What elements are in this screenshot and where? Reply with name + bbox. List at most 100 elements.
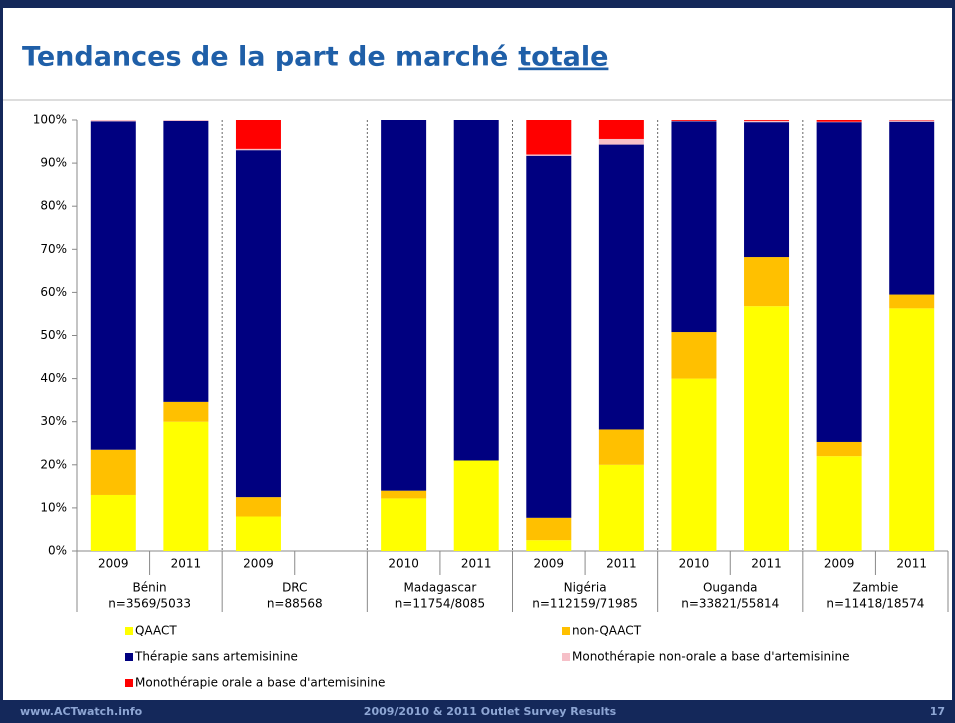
bar-segment	[889, 120, 935, 122]
y-tick-label: 40%	[40, 371, 67, 385]
bar-segment	[744, 257, 790, 307]
bar-segment	[90, 494, 136, 551]
top-border	[0, 0, 955, 8]
group-sample-size: n=88568	[267, 597, 323, 611]
legend-swatch	[562, 653, 570, 661]
y-tick-label: 60%	[40, 285, 67, 299]
bar-segment	[598, 144, 644, 430]
y-tick-label: 50%	[40, 328, 67, 342]
y-tick-label: 100%	[33, 113, 67, 127]
x-tick-label: 2009	[243, 557, 274, 571]
left-border	[0, 0, 3, 723]
legend-swatch	[562, 627, 570, 635]
group-sample-size: n=11418/18574	[826, 597, 924, 611]
bar-segment	[526, 517, 572, 541]
legend-label: non-QAACT	[572, 624, 642, 638]
bar-segment	[816, 456, 862, 551]
bar-segment	[453, 460, 499, 551]
bar-segment	[671, 378, 717, 551]
bar-segment	[90, 449, 136, 495]
bar-segment	[816, 120, 862, 122]
bar-segment	[235, 516, 281, 551]
bar-segment	[526, 154, 572, 156]
y-tick-label: 70%	[40, 242, 67, 256]
bar-segment	[235, 120, 281, 149]
bar-segment	[744, 120, 790, 123]
slide-title-emphasis: totale	[518, 42, 608, 73]
group-label: Madagascar	[404, 581, 477, 595]
legend-label: Monothérapie orale a base d'artemisinine	[135, 676, 385, 690]
bar-segment	[598, 120, 644, 139]
bar-segment	[526, 155, 572, 518]
bar-segment	[526, 540, 572, 551]
bar-segment	[163, 421, 209, 551]
group-sample-size: n=33821/55814	[681, 597, 779, 611]
bar-segment	[163, 120, 209, 402]
x-tick-label: 2009	[824, 557, 855, 571]
group-label: Bénin	[132, 581, 166, 595]
x-tick-label: 2011	[751, 557, 782, 571]
bar-segment	[889, 121, 935, 295]
bar-segment	[671, 121, 717, 333]
bar-segment	[598, 464, 644, 551]
legend-swatch	[125, 627, 133, 635]
bar-segment	[235, 497, 281, 517]
legend-label: Monothérapie non-orale a base d'artemisi…	[572, 650, 849, 664]
slide-title: Tendances de la part de marché	[22, 42, 508, 73]
bar-segment	[163, 401, 209, 422]
bar-segment	[453, 120, 499, 461]
y-tick-label: 10%	[40, 500, 67, 514]
bar-segment	[90, 121, 136, 450]
bar-segment	[381, 498, 427, 551]
bar-segment	[671, 120, 717, 121]
bar-segment	[889, 294, 935, 309]
bar-segment	[671, 332, 717, 379]
y-tick-label: 30%	[40, 414, 67, 428]
x-tick-label: 2011	[606, 557, 637, 571]
group-label: Zambie	[853, 581, 899, 595]
y-tick-label: 0%	[48, 544, 67, 558]
bar-segment	[235, 150, 281, 498]
bar-segment	[889, 308, 935, 551]
legend-label: Thérapie sans artemisinine	[134, 650, 298, 664]
x-tick-label: 2009	[98, 557, 129, 571]
group-label: Ouganda	[703, 581, 758, 595]
group-label: Nigéria	[564, 581, 607, 595]
bar-segment	[816, 441, 862, 457]
bar-segment	[381, 120, 427, 491]
y-tick-label: 90%	[40, 156, 67, 170]
footer-center: 2009/2010 & 2011 Outlet Survey Results	[364, 705, 617, 718]
x-tick-label: 2010	[388, 557, 419, 571]
legend-label: QAACT	[135, 624, 177, 638]
x-tick-label: 2011	[171, 557, 202, 571]
x-tick-label: 2010	[679, 557, 710, 571]
bar-segment	[598, 429, 644, 465]
bar-segment	[744, 122, 790, 258]
footer-right: 17	[930, 705, 945, 718]
group-sample-size: n=11754/8085	[395, 597, 485, 611]
group-label: DRC	[282, 581, 307, 595]
bar-segment	[744, 306, 790, 551]
legend-swatch	[125, 679, 133, 687]
group-sample-size: n=3569/5033	[108, 597, 191, 611]
bar-segment	[163, 120, 209, 121]
bar-segment	[90, 120, 136, 122]
x-tick-label: 2011	[896, 557, 927, 571]
right-border	[952, 0, 955, 723]
footer-bar	[0, 700, 955, 723]
legend-swatch	[125, 653, 133, 661]
bar-segment	[235, 148, 281, 151]
x-tick-label: 2009	[534, 557, 565, 571]
y-tick-label: 80%	[40, 199, 67, 213]
x-tick-label: 2011	[461, 557, 492, 571]
bar-segment	[816, 122, 862, 442]
footer-left: www.ACTwatch.info	[20, 705, 143, 718]
bar-segment	[744, 120, 790, 121]
y-tick-label: 20%	[40, 457, 67, 471]
bar-segment	[598, 138, 644, 145]
bar-segment	[381, 490, 427, 499]
group-sample-size: n=112159/71985	[532, 597, 638, 611]
bar-segment	[526, 120, 572, 155]
